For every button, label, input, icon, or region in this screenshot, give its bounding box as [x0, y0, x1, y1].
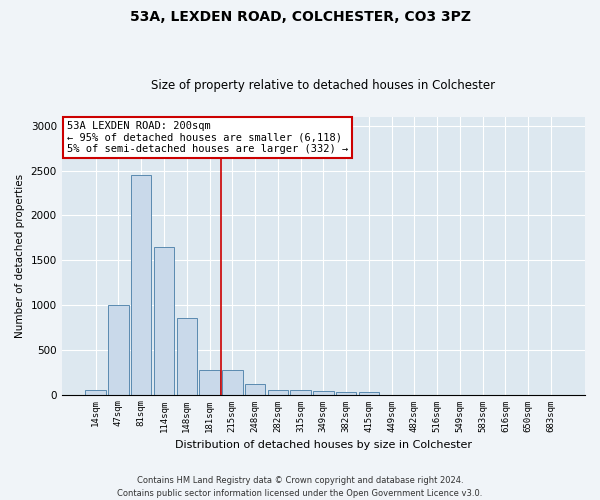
Text: 53A LEXDEN ROAD: 200sqm
← 95% of detached houses are smaller (6,118)
5% of semi-: 53A LEXDEN ROAD: 200sqm ← 95% of detache… [67, 121, 348, 154]
Text: 53A, LEXDEN ROAD, COLCHESTER, CO3 3PZ: 53A, LEXDEN ROAD, COLCHESTER, CO3 3PZ [130, 10, 470, 24]
Bar [359, 392, 379, 394]
Bar [199, 370, 220, 394]
Text: Contains HM Land Registry data © Crown copyright and database right 2024.
Contai: Contains HM Land Registry data © Crown c… [118, 476, 482, 498]
Bar [85, 390, 106, 394]
Bar [313, 390, 334, 394]
Y-axis label: Number of detached properties: Number of detached properties [15, 174, 25, 338]
Bar [154, 246, 174, 394]
Title: Size of property relative to detached houses in Colchester: Size of property relative to detached ho… [151, 79, 496, 92]
Bar [222, 370, 242, 394]
Bar [176, 318, 197, 394]
Bar [336, 392, 356, 394]
Bar [131, 175, 151, 394]
X-axis label: Distribution of detached houses by size in Colchester: Distribution of detached houses by size … [175, 440, 472, 450]
Bar [108, 305, 129, 394]
Bar [268, 390, 288, 394]
Bar [290, 390, 311, 394]
Bar [245, 384, 265, 394]
